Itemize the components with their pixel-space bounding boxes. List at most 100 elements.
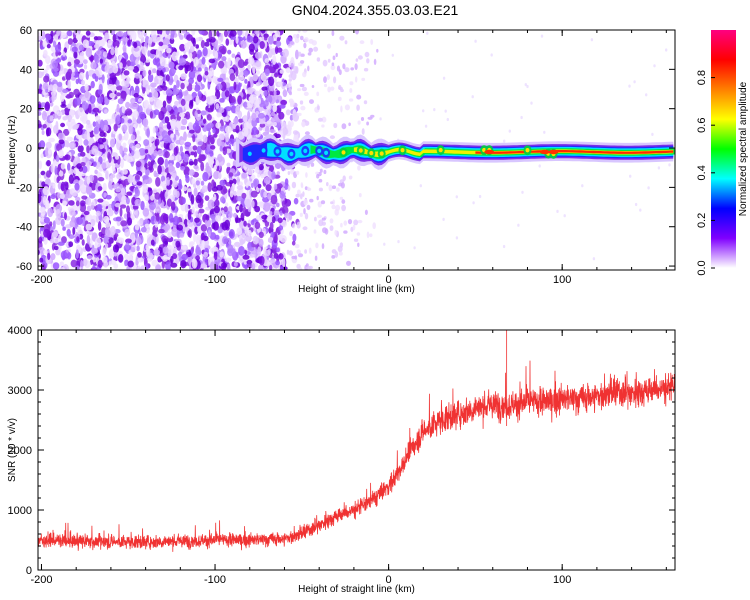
noise-cell xyxy=(338,251,343,256)
noise-cell xyxy=(134,198,142,207)
noise-cell xyxy=(315,171,319,175)
noise-cell xyxy=(181,118,188,126)
noise-cell xyxy=(472,201,475,205)
noise-cell xyxy=(281,200,286,208)
noise-cell xyxy=(86,145,90,154)
noise-cell xyxy=(282,89,288,98)
noise-cell xyxy=(137,257,145,263)
noise-cell xyxy=(99,119,105,130)
noise-cell xyxy=(215,159,219,167)
noise-cell xyxy=(119,145,123,155)
noise-cell xyxy=(333,76,337,84)
noise-cell xyxy=(191,258,198,269)
noise-cell xyxy=(211,179,215,188)
noise-cell xyxy=(85,122,93,133)
noise-cell xyxy=(104,243,109,249)
noise-cell xyxy=(182,186,188,192)
noise-cell xyxy=(110,173,116,179)
noise-cell xyxy=(122,168,128,175)
noise-cell xyxy=(229,30,237,37)
noise-cell xyxy=(43,217,51,224)
noise-cell xyxy=(158,110,165,121)
noise-cell xyxy=(165,74,170,82)
noise-cell xyxy=(262,196,270,203)
noise-cell xyxy=(231,53,236,58)
noise-cell xyxy=(213,171,220,180)
noise-cell xyxy=(76,216,83,225)
noise-cell xyxy=(321,243,325,250)
noise-cell xyxy=(172,172,177,179)
noise-cell xyxy=(224,90,230,98)
noise-cell xyxy=(179,34,184,40)
noise-cell xyxy=(288,78,292,82)
noise-cell xyxy=(135,143,141,149)
noise-cell xyxy=(343,230,348,234)
noise-cell xyxy=(134,188,140,197)
noise-cell xyxy=(303,208,306,215)
noise-cell xyxy=(213,164,218,171)
noise-cell xyxy=(49,115,54,122)
noise-cell xyxy=(210,145,216,150)
noise-cell xyxy=(370,39,374,45)
noise-cell xyxy=(215,103,220,110)
noise-cell xyxy=(81,100,88,111)
noise-cell xyxy=(109,72,117,78)
noise-cell xyxy=(242,254,250,260)
noise-cell xyxy=(391,53,394,57)
noise-cell xyxy=(221,56,227,62)
noise-cell xyxy=(309,198,314,203)
y-axis-label: SNR (10 * v/v) xyxy=(7,418,18,482)
noise-cell xyxy=(639,208,642,212)
noise-cell xyxy=(346,260,351,266)
noise-cell xyxy=(192,122,200,131)
noise-cell xyxy=(287,171,291,175)
noise-cell xyxy=(288,214,293,221)
noise-cell xyxy=(329,135,335,140)
noise-cell xyxy=(198,67,202,72)
noise-cell xyxy=(152,164,158,169)
noise-cell xyxy=(201,185,209,193)
noise-cell xyxy=(337,245,343,253)
noise-cell xyxy=(208,58,216,64)
noise-cell xyxy=(74,97,82,106)
noise-cell xyxy=(43,228,51,238)
noise-cell xyxy=(85,47,93,58)
noise-cell xyxy=(254,221,261,230)
noise-cell xyxy=(243,220,247,227)
noise-cell xyxy=(57,81,63,88)
noise-cell xyxy=(629,174,632,178)
noise-cell xyxy=(268,76,275,87)
noise-cell xyxy=(229,73,236,82)
noise-cell xyxy=(422,109,425,113)
noise-cell xyxy=(47,252,51,260)
noise-cell xyxy=(130,134,136,141)
noise-cell xyxy=(162,76,167,82)
noise-cell xyxy=(215,51,219,59)
noise-cell xyxy=(260,173,265,179)
noise-cell xyxy=(321,221,326,226)
noise-cell xyxy=(330,64,336,71)
noise-cell xyxy=(581,184,584,188)
noise-cell xyxy=(184,226,189,231)
noise-cell xyxy=(46,43,51,49)
noise-cell xyxy=(185,175,190,184)
noise-cell xyxy=(300,183,304,189)
noise-cell xyxy=(307,52,312,56)
noise-cell xyxy=(115,216,122,222)
noise-cell xyxy=(89,95,96,104)
noise-cell xyxy=(109,92,116,99)
noise-cell xyxy=(592,257,596,261)
noise-cell xyxy=(209,232,217,240)
noise-cell xyxy=(95,50,102,56)
noise-cell xyxy=(91,145,99,156)
noise-cell xyxy=(68,124,72,133)
noise-cell xyxy=(225,202,229,207)
noise-cell xyxy=(446,117,449,122)
noise-cell xyxy=(185,64,192,72)
noise-cell xyxy=(102,182,107,192)
noise-cell xyxy=(295,193,301,198)
noise-cell xyxy=(223,206,228,213)
noise-cell xyxy=(134,85,140,96)
noise-cell xyxy=(191,30,196,36)
